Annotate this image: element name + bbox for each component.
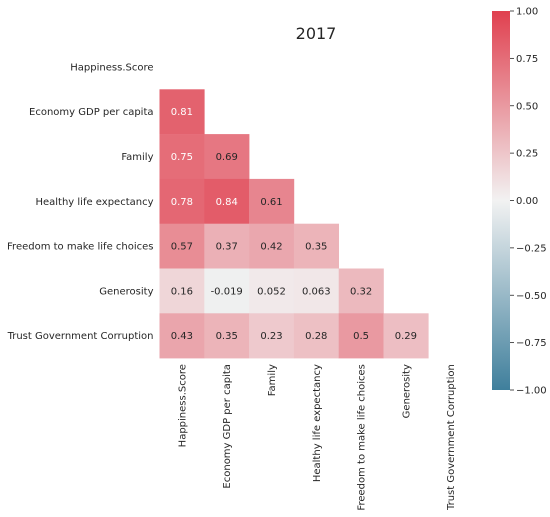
heatmap-cell — [249, 178, 295, 224]
cell-value-label: 0.37 — [216, 242, 238, 253]
row-label: Healthy life expectancy — [35, 197, 153, 208]
colorbar-gradient — [492, 11, 510, 390]
column-label: Trust Government Corruption — [446, 364, 457, 511]
column-label: Generosity — [401, 364, 412, 418]
column-labels: Happiness.Score Economy GDP per capita Fam… — [177, 364, 457, 511]
heatmap-cell — [159, 89, 205, 135]
heatmap-cell — [204, 134, 250, 180]
column-label: Freedom to make life choices — [357, 364, 368, 510]
colorbar-tick-label: 1.00 — [516, 7, 538, 18]
row-label: Generosity — [99, 286, 153, 297]
cell-value-label: 0.063 — [302, 286, 331, 297]
heatmap-cell — [383, 313, 429, 359]
colorbar-tick-label: 0.75 — [516, 54, 538, 65]
cell-value-label: 0.35 — [216, 331, 238, 342]
row-label: Trust Government Corruption — [7, 331, 154, 342]
heatmap-cell — [249, 223, 295, 269]
column-label: Family — [267, 364, 278, 396]
colorbar-ticks: −1.00 −0.75 −0.50 −0.25 0.00 0.25 0.50 0.75 1.00 — [510, 7, 547, 397]
cell-value-label: 0.69 — [216, 152, 238, 163]
cell-value-label: 0.28 — [305, 331, 327, 342]
heatmap-cell — [159, 223, 205, 269]
row-label: Happiness.Score — [70, 62, 153, 73]
colorbar-tick-label: 0.25 — [516, 149, 538, 160]
cell-value-label: 0.42 — [260, 242, 282, 253]
cell-value-label: -0.019 — [211, 286, 243, 297]
cell-value-label: 0.81 — [171, 107, 193, 118]
cell-value-label: 0.23 — [260, 331, 282, 342]
heatmap-cell — [293, 268, 339, 314]
heatmap-cell — [204, 178, 250, 224]
heatmap-cell — [293, 223, 339, 269]
column-label: Economy GDP per capita — [222, 364, 233, 488]
heatmap-cell — [204, 223, 250, 269]
row-label: Economy GDP per capita — [29, 107, 153, 118]
heatmap-cell — [204, 268, 250, 314]
heatmap-cell — [338, 313, 384, 359]
chart-title: 2017 — [296, 24, 337, 43]
heatmap-cell — [159, 178, 205, 224]
heatmap-cell — [159, 134, 205, 180]
colorbar-tick-label: 0.00 — [516, 196, 538, 207]
cell-value-label: 0.052 — [257, 286, 286, 297]
cell-value-label: 0.32 — [350, 286, 372, 297]
colorbar: −1.00 −0.75 −0.50 −0.25 0.00 0.25 0.50 0.75 1.00 — [492, 7, 547, 397]
cell-value-label: 0.57 — [171, 242, 193, 253]
cell-value-label: 0.29 — [395, 331, 417, 342]
column-label: Healthy life expectancy — [312, 364, 323, 482]
heatmap-cell — [249, 313, 295, 359]
cell-value-label: 0.75 — [171, 152, 193, 163]
cell-value-label: 0.43 — [171, 331, 193, 342]
colorbar-tick-label: −1.00 — [516, 386, 547, 397]
heatmap-cells: 0.81 0.75 0.69 0.78 0.84 0.61 0.57 0.37 0.42 0.35… — [159, 89, 429, 359]
heatmap-cell — [293, 313, 339, 359]
colorbar-tick-label: −0.75 — [516, 338, 547, 349]
cell-value-label: 0.35 — [305, 242, 327, 253]
row-label: Family — [121, 152, 153, 163]
heatmap-cell — [204, 313, 250, 359]
heatmap-cell — [159, 268, 205, 314]
cell-value-label: 0.16 — [171, 286, 193, 297]
colorbar-tick-label: −0.50 — [516, 291, 547, 302]
cell-value-label: 0.84 — [216, 197, 238, 208]
heatmap-cell — [159, 313, 205, 359]
colorbar-tick-label: 0.50 — [516, 101, 538, 112]
row-labels: Happiness.Score Economy GDP per capita Fam… — [7, 62, 154, 342]
colorbar-tick-label: −0.25 — [516, 243, 547, 254]
row-label: Freedom to make life choices — [7, 242, 153, 253]
cell-value-label: 0.5 — [353, 331, 369, 342]
cell-value-label: 0.78 — [171, 197, 193, 208]
cell-value-label: 0.61 — [260, 197, 282, 208]
column-label: Happiness.Score — [177, 364, 188, 447]
heatmap-cell — [338, 268, 384, 314]
heatmap-cell — [249, 268, 295, 314]
